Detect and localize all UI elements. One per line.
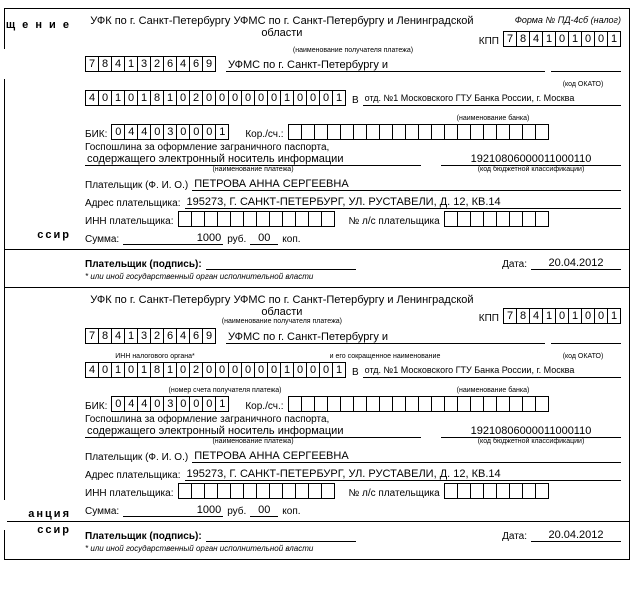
separator [5,521,629,522]
sum-kop[interactable]: 00 [250,504,278,517]
footnote: * или иной государственный орган исполни… [85,272,621,281]
date-label: Дата: [502,531,527,542]
inn-payer-boxes[interactable] [178,483,335,499]
bank-sub: (наименование банка) [365,115,621,122]
ls-boxes[interactable] [444,211,549,227]
okato-sub: (код ОКАТО) [545,81,621,88]
sign-field[interactable] [206,529,356,542]
payer-label: Плательщик (Ф. И. О.) [85,180,188,191]
kop-label: коп. [282,234,300,245]
kpp-label: КПП [479,36,499,47]
inn-boxes[interactable]: 7841326469 [85,328,216,344]
okato-field[interactable] [551,331,621,344]
kbk-value: 19210806000011000110 [441,425,621,438]
payment-form: щ е н и е ссир УФК по г. Санкт-Петербург… [4,8,630,560]
recipient-sub: (наименование получателя платежа) [222,318,342,325]
purpose-sub: (наименование платежа) [85,166,421,173]
ls-boxes[interactable] [444,483,549,499]
torn-edge [0,500,7,530]
account-sub: (номер счета получателя платежа) [85,387,365,394]
kpp-label: КПП [479,313,499,324]
account-boxes[interactable]: 40101810200000010001 [85,90,346,106]
inn-sub: ИНН налогового органа* [85,353,225,360]
kbk-sub: (код бюджетной классификации) [478,438,585,445]
in-label: В [352,95,359,106]
slip-bottom: анция ссир УФК по г. Санкт-Петербургу УФ… [5,288,629,559]
addr-label: Адрес плательщика: [85,198,181,209]
inn-payer-boxes[interactable] [178,211,335,227]
recipient-short-sub: и его сокращенное наименование [225,353,545,360]
okato-field[interactable] [551,59,621,72]
kpp-boxes[interactable]: 784101001 [503,308,621,324]
sum-rub[interactable]: 1000 [123,232,223,245]
okato-sub: (код ОКАТО) [545,353,621,360]
recipient-title: УФК по г. Санкт-Петербургу УФМС по г. Са… [85,15,479,39]
side-label-4: ссир [1,524,71,536]
inn-boxes[interactable]: 7841326469 [85,56,216,72]
payer-addr[interactable]: 195273, Г. САНКТ-ПЕТЕРБУРГ, УЛ. РУСТАВЕЛ… [185,196,622,209]
side-label-1: щ е н и е [1,19,71,31]
sum-rub[interactable]: 1000 [123,504,223,517]
date-label: Дата: [502,259,527,270]
corr-label: Кор./сч.: [245,129,283,140]
purpose-sub: (наименование платежа) [85,438,421,445]
side-label-3: анция [1,508,71,520]
ls-label: № л/с плательщика [349,216,440,227]
sign-label: Плательщик (подпись): [85,531,202,542]
date-value: 20.04.2012 [531,529,621,542]
in-label: В [352,367,359,378]
account-boxes[interactable]: 40101810200000010001 [85,362,346,378]
payer-addr[interactable]: 195273, Г. САНКТ-ПЕТЕРБУРГ, УЛ. РУСТАВЕЛ… [185,468,622,481]
form-number: Форма № ПД-4сб (налог) [479,15,621,25]
sign-field[interactable] [206,257,356,270]
date-value: 20.04.2012 [531,257,621,270]
kpp-boxes[interactable]: 784101001 [503,31,621,47]
payer-name[interactable]: ПЕТРОВА АННА СЕРГЕЕВНА [192,450,621,463]
sum-label: Сумма: [85,506,119,517]
kbk-value: 19210806000011000110 [441,153,621,166]
corr-boxes[interactable] [288,124,549,140]
bank-name: отд. №1 Московского ГТУ Банка России, г.… [363,365,621,378]
sum-label: Сумма: [85,234,119,245]
separator [5,249,629,250]
payer-name[interactable]: ПЕТРОВА АННА СЕРГЕЕВНА [192,178,621,191]
bank-sub: (наименование банка) [365,387,621,394]
kbk-sub: (код бюджетной классификации) [478,166,585,173]
bik-boxes[interactable]: 044030001 [111,396,229,412]
purpose-1: Госпошлина за оформление заграничного па… [85,142,421,153]
inn-payer-label: ИНН плательщика: [85,216,174,227]
recipient-short: УФМС по г. Санкт-Петербургу и [226,59,545,72]
recipient-short: УФМС по г. Санкт-Петербургу и [226,331,545,344]
purpose-1: Госпошлина за оформление заграничного па… [85,414,421,425]
bank-name: отд. №1 Московского ГТУ Банка России, г.… [363,93,621,106]
rub-label: руб. [227,506,246,517]
purpose-2: содержащего электронный носитель информа… [85,425,421,438]
corr-label: Кор./сч.: [245,401,283,412]
bik-boxes[interactable]: 044030001 [111,124,229,140]
side-label-2: ссир [1,229,71,241]
footnote: * или иной государственный орган исполни… [85,544,621,553]
payer-label: Плательщик (Ф. И. О.) [85,452,188,463]
purpose-2: содержащего электронный носитель информа… [85,153,421,166]
torn-edge [0,49,7,79]
bik-label: БИК: [85,401,107,412]
sign-label: Плательщик (подпись): [85,259,202,270]
addr-label: Адрес плательщика: [85,470,181,481]
rub-label: руб. [227,234,246,245]
recipient-title: УФК по г. Санкт-Петербургу УФМС по г. Са… [85,294,479,318]
kop-label: коп. [282,506,300,517]
bik-label: БИК: [85,129,107,140]
ls-label: № л/с плательщика [349,488,440,499]
sum-kop[interactable]: 00 [250,232,278,245]
inn-payer-label: ИНН плательщика: [85,488,174,499]
slip-top: щ е н и е ссир УФК по г. Санкт-Петербург… [5,9,629,288]
corr-boxes[interactable] [288,396,549,412]
